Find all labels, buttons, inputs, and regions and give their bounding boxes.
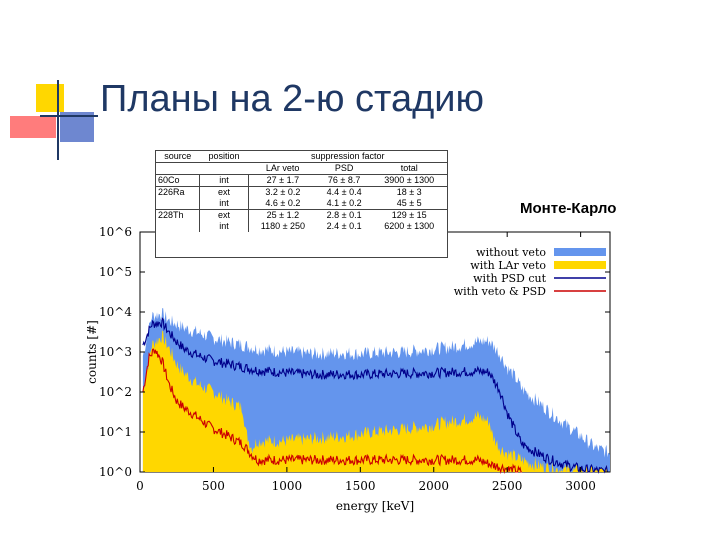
row-position: ext (198, 186, 249, 198)
row-source (156, 221, 199, 232)
x-tick-label: 0 (136, 479, 144, 493)
row-position: int (198, 174, 249, 187)
row-total: 3900 ± 1300 (371, 174, 447, 187)
slide-title: Планы на 2-ю стадию (100, 78, 485, 120)
row-source: 228Th (156, 209, 200, 221)
plot-layer: 0 500 1000 1500 2000 2500 3000 10^0 10^1 10^2 10^3… (85, 225, 611, 513)
row-source: 60Co (156, 174, 200, 187)
x-tick-label: 1500 (345, 479, 376, 493)
row-lar: 25 ± 1.2 (247, 209, 317, 221)
legend-label: with LAr veto (470, 259, 546, 272)
table-row: int 1180 ± 250 2.4 ± 0.1 6200 ± 1300 (156, 221, 447, 232)
slide-decoration (0, 0, 100, 170)
legend-swatch (554, 261, 606, 269)
row-position: int (198, 221, 249, 232)
y-tick-label: 10^6 (99, 225, 132, 239)
decoration-squares (10, 80, 98, 160)
deco-yellow-square (36, 84, 64, 112)
header-suppression-factor: suppression factor (248, 151, 447, 163)
row-source: 226Ra (156, 186, 200, 198)
header-source: source (156, 151, 200, 163)
subheader-psd: PSD (334, 163, 354, 173)
row-total: 45 ± 5 (396, 198, 422, 208)
row-lar: 4.6 ± 0.2 (247, 198, 317, 210)
legend-label: with PSD cut (473, 272, 546, 285)
row-total: 6200 ± 1300 (384, 221, 435, 231)
row-total: 18 ± 3 (371, 186, 447, 198)
monte-carlo-label: Монте-Карло (520, 200, 617, 217)
table-cell-empty (156, 163, 199, 175)
row-psd: 76 ± 8.7 (316, 174, 372, 187)
y-tick-label: 10^1 (99, 425, 132, 439)
table-row: 226Ra ext 3.2 ± 0.2 4.4 ± 0.4 18 ± 3 (156, 186, 447, 198)
row-lar: 1180 ± 250 (247, 221, 317, 232)
y-tick-label: 10^2 (99, 385, 132, 399)
series-area-without-veto (142, 308, 610, 472)
row-lar: 27 ± 1.7 (247, 174, 317, 187)
legend-label: with veto & PSD (454, 285, 546, 298)
subheader-total: total (400, 163, 418, 173)
table-row: 60Co int 27 ± 1.7 76 ± 8.7 3900 ± 1300 (156, 174, 447, 187)
table-subheader-row: LAr veto PSD total (156, 163, 447, 175)
row-psd: 2.8 ± 0.1 (316, 209, 372, 221)
x-tick-label: 500 (202, 479, 225, 493)
suppression-table: source position suppression factor LAr v… (155, 150, 448, 258)
series-line-with-veto-psd (142, 348, 522, 475)
series-area-with-lar-veto (142, 330, 610, 472)
deco-red-square (10, 116, 56, 138)
row-psd: 4.4 ± 0.4 (316, 186, 372, 198)
row-position: ext (198, 209, 249, 221)
y-tick-label: 10^5 (99, 265, 132, 279)
y-tick-label: 10^4 (99, 305, 132, 319)
x-tick-label: 1000 (272, 479, 303, 493)
row-lar: 3.2 ± 0.2 (247, 186, 317, 198)
y-axis-label: counts [#] (85, 320, 99, 384)
table-cell-empty (199, 163, 248, 175)
table-header-row: source position suppression factor (156, 151, 447, 163)
row-position: int (198, 198, 249, 210)
y-tick-label: 10^0 (99, 465, 132, 479)
table-row: 228Th ext 25 ± 1.2 2.8 ± 0.1 129 ± 15 (156, 209, 447, 221)
row-psd: 4.1 ± 0.2 (326, 198, 362, 208)
row-source (156, 198, 199, 210)
x-tick-label: 3000 (565, 479, 596, 493)
x-axis-label: energy [keV] (336, 499, 414, 513)
legend-swatch (554, 248, 606, 256)
header-position: position (199, 151, 249, 163)
suppression-table-grid: source position suppression factor LAr v… (156, 151, 447, 232)
legend-label: without veto (476, 246, 546, 259)
row-psd: 2.4 ± 0.1 (326, 221, 362, 231)
table-row: int 4.6 ± 0.2 4.1 ± 0.2 45 ± 5 (156, 198, 447, 210)
series-line-with-psd-cut (142, 317, 610, 474)
row-total: 129 ± 15 (371, 209, 447, 221)
subheader-lar-veto: LAr veto (265, 163, 300, 173)
x-tick-label: 2000 (418, 479, 449, 493)
y-tick-label: 10^3 (99, 345, 132, 359)
x-tick-label: 2500 (492, 479, 523, 493)
